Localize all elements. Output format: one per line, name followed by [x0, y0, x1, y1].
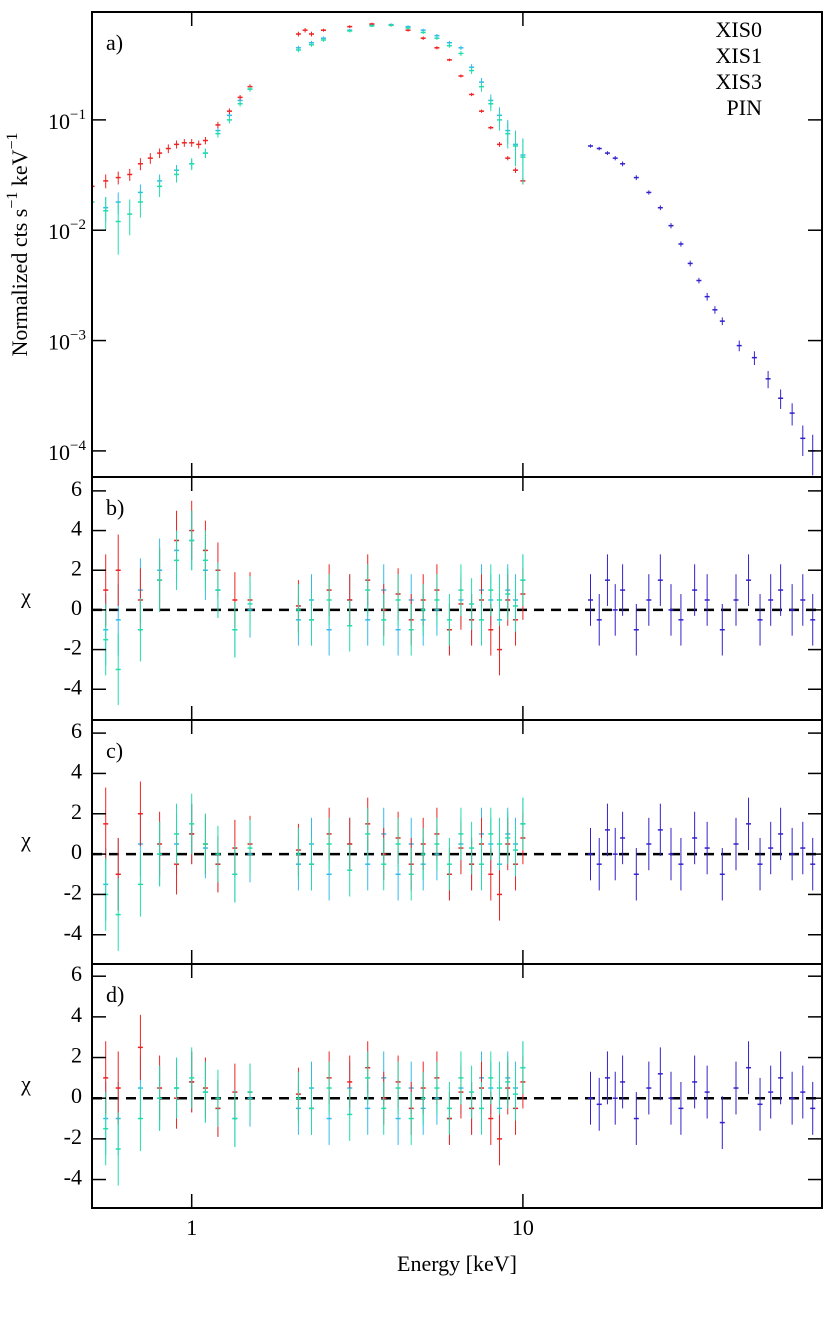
y-tick-label: 0: [71, 595, 82, 620]
y-tick-label: 2: [71, 1043, 82, 1068]
y-tick-exponent: −1: [70, 107, 86, 123]
y-tick-label: 0: [71, 839, 82, 864]
panel: [92, 500, 822, 706]
y-tick-label: -2: [64, 635, 82, 660]
panel-frame: [91, 719, 823, 965]
y-tick-base: 10: [48, 440, 70, 465]
y-tick-label: 6: [71, 718, 82, 743]
x-tick-label: 10: [512, 1215, 534, 1240]
y-tick-label: -4: [64, 920, 82, 945]
y-axis-title: χ: [20, 827, 31, 852]
panel: [92, 781, 822, 951]
y-tick-label: 6: [71, 961, 82, 986]
y-tick-exponent: −3: [70, 328, 86, 344]
y-tick-label: 2: [71, 799, 82, 824]
y-axis-title: χ: [20, 1071, 31, 1096]
panel-frame: [91, 11, 823, 478]
legend-entry: XIS3: [716, 69, 762, 94]
y-tick-base: 10: [48, 219, 70, 244]
y-tick-label: 10−2: [48, 218, 86, 245]
legend-entry: XIS1: [716, 43, 762, 68]
y-tick-label: 6: [71, 476, 82, 501]
y-tick-label: -2: [64, 879, 82, 904]
panel-frame: [91, 476, 823, 721]
y-tick-exponent: −4: [70, 438, 86, 454]
y-tick-label: 10−3: [48, 328, 86, 355]
panel: [92, 22, 816, 476]
y-tick-label: 0: [71, 1083, 82, 1108]
y-tick-label: 10−4: [48, 438, 86, 465]
x-tick-label: 1: [186, 1215, 197, 1240]
y-tick-label: -2: [64, 1124, 82, 1149]
legend-entry: PIN: [727, 95, 763, 120]
y-tick-exponent: −2: [70, 218, 86, 234]
y-tick-base: 10: [48, 109, 70, 134]
legend-entry: XIS0: [716, 17, 762, 42]
panel-label: d): [106, 982, 124, 1007]
y-axis-title: Normalized cts s−1 keV−1: [4, 132, 32, 356]
y-axis-title-text: keV: [7, 149, 32, 191]
y-tick-label: -4: [64, 1165, 82, 1190]
y-axis-title-exponent: −1: [4, 192, 21, 209]
y-tick-label: 4: [71, 516, 82, 541]
y-tick-label: -4: [64, 674, 82, 699]
y-tick-label: 10−1: [48, 107, 86, 134]
panel-label: a): [106, 30, 123, 55]
y-axis-title-text: Normalized cts s: [7, 209, 32, 357]
y-tick-base: 10: [48, 330, 70, 355]
y-tick-label: 4: [71, 758, 82, 783]
panel-frame: [91, 963, 823, 1209]
panel-label: b): [106, 495, 124, 520]
y-axis-title: χ: [20, 584, 31, 609]
y-axis-title-exponent: −1: [4, 132, 21, 149]
y-tick-label: 2: [71, 555, 82, 580]
panel-label: c): [106, 738, 123, 763]
panel: [92, 1014, 822, 1186]
y-tick-label: 4: [71, 1002, 82, 1027]
x-axis-title: Energy [keV]: [397, 1251, 517, 1276]
